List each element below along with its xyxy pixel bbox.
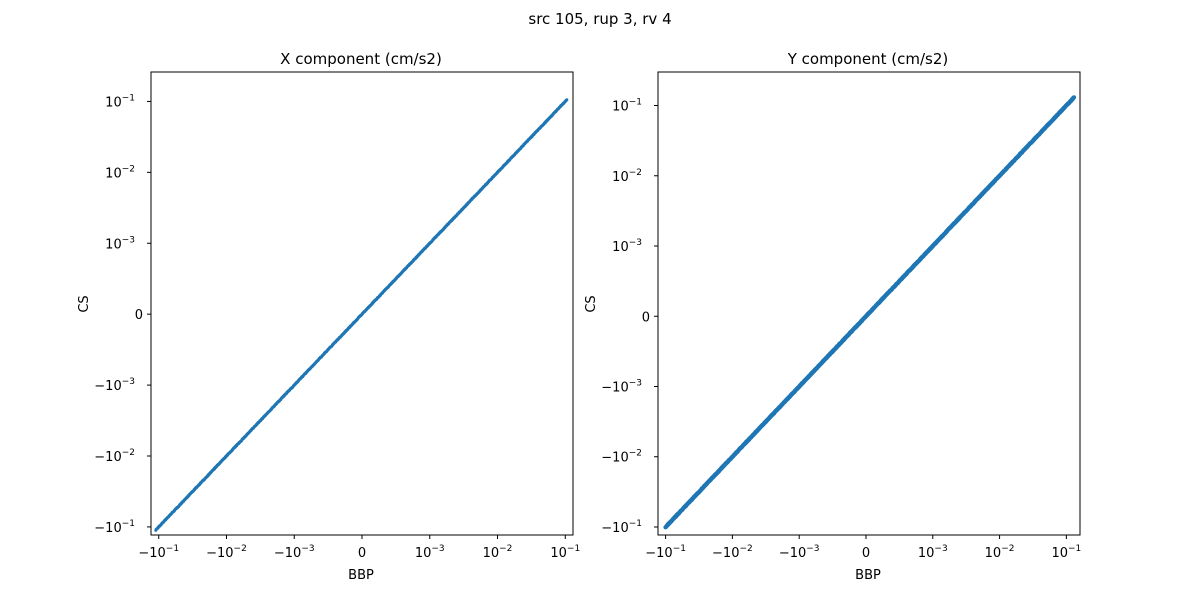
- x-tick-exponent: −1: [673, 544, 686, 554]
- x-tick-exponent: −2: [234, 544, 247, 554]
- y-tick-exponent: −1: [629, 98, 642, 108]
- y-tick-exponent: −1: [629, 519, 642, 529]
- x-tick-label: 0: [862, 546, 870, 561]
- x-tick-exponent: −3: [806, 544, 819, 554]
- x-tick-exponent: −3: [301, 544, 314, 554]
- y-tick-exponent: −3: [122, 377, 135, 387]
- y-panel-xlabel: BBP: [855, 568, 881, 583]
- y-tick-exponent: −2: [122, 164, 135, 174]
- x-tick-label: 0: [358, 546, 366, 561]
- x-tick-exponent: −2: [1001, 544, 1014, 554]
- x-tick-exponent: −1: [166, 544, 179, 554]
- x-tick-exponent: −2: [739, 544, 752, 554]
- y-panel-marks: [663, 95, 1077, 530]
- y-panel-axes-frame: [657, 71, 1081, 536]
- x-tick-exponent: −3: [934, 544, 947, 554]
- y-tick-label: 0: [135, 308, 143, 323]
- scatter-point: [1071, 95, 1077, 100]
- x-panel-xlabel: BBP: [348, 568, 374, 583]
- y-panel-title: Y component (cm/s2): [787, 50, 949, 68]
- y-tick-exponent: −2: [122, 448, 135, 458]
- scatter-point: [565, 98, 569, 102]
- x-panel-axes-frame: [150, 71, 574, 536]
- y-tick-exponent: −3: [629, 379, 642, 389]
- x-tick-exponent: −3: [431, 544, 444, 554]
- y-tick-exponent: −2: [629, 449, 642, 459]
- figure-suptitle: src 105, rup 3, rv 4: [528, 10, 671, 28]
- y-panel-ylabel: CS: [584, 295, 599, 312]
- y-tick-exponent: −3: [122, 235, 135, 245]
- x-tick-exponent: −1: [567, 544, 580, 554]
- y-component-panel: Y component (cm/s2) BBP CS −10−1 −10−2 −10…: [584, 50, 1081, 583]
- x-panel-title: X component (cm/s2): [280, 50, 442, 68]
- x-panel-ylabel: CS: [77, 295, 92, 312]
- y-tick-exponent: −1: [122, 93, 135, 103]
- x-panel-marks: [154, 98, 569, 532]
- x-tick-exponent: −1: [1068, 544, 1081, 554]
- y-tick-label: 0: [642, 310, 650, 325]
- y-tick-exponent: −2: [629, 168, 642, 178]
- y-tick-exponent: −1: [122, 519, 135, 529]
- x-tick-exponent: −2: [499, 544, 512, 554]
- y-tick-exponent: −3: [629, 238, 642, 248]
